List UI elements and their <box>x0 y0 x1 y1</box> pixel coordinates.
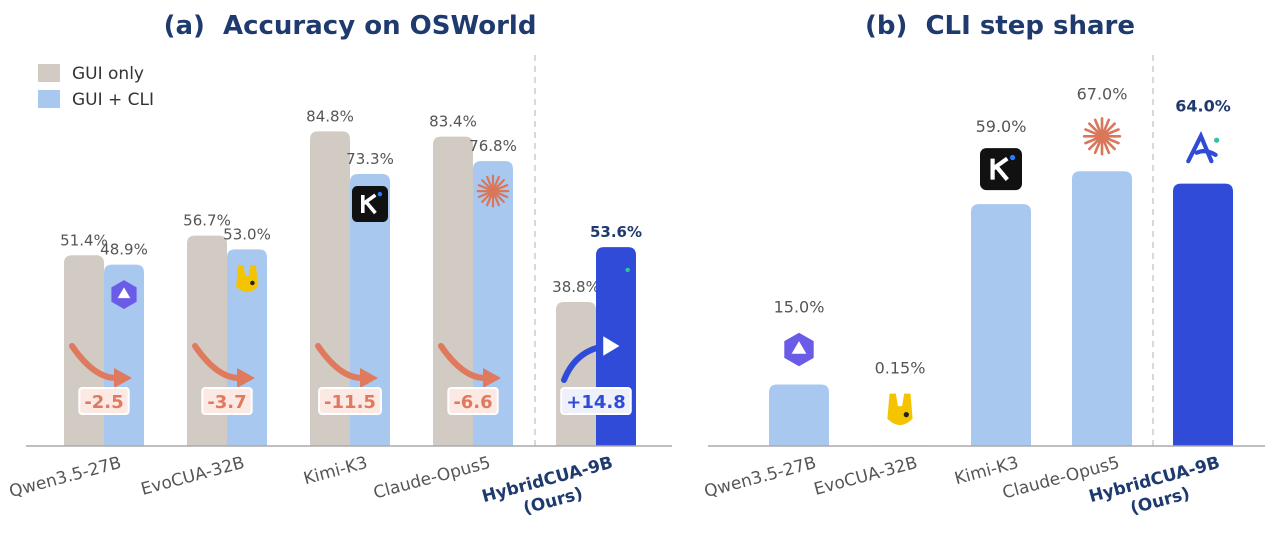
arrow-head <box>600 331 625 361</box>
annotation-box <box>447 387 499 415</box>
arrow-head <box>237 368 255 388</box>
annotation: -2.5 <box>84 392 123 413</box>
trend-arrow <box>438 343 488 381</box>
logo-icon <box>476 174 510 208</box>
value-label: 64.0% <box>1175 97 1231 116</box>
logo-shape <box>1009 154 1016 161</box>
value-label: 67.0% <box>1077 84 1128 103</box>
logo-icon <box>352 186 388 223</box>
arrow-head <box>483 368 501 388</box>
value-label: 53.0% <box>223 225 271 243</box>
legend-swatch <box>38 90 60 108</box>
logo-shape <box>791 341 807 354</box>
bar <box>769 384 829 446</box>
bar <box>1173 183 1233 446</box>
value-label: 56.7% <box>183 212 231 230</box>
bar <box>1072 171 1132 447</box>
logo-shape <box>625 267 630 273</box>
value-label: 48.9% <box>100 241 148 259</box>
value-label: 53.6% <box>590 223 642 241</box>
value-label: 0.15% <box>875 358 926 377</box>
logo-shape <box>477 184 509 199</box>
logo-icon <box>601 262 630 290</box>
logo-shape <box>1084 128 1120 145</box>
annotation: -11.5 <box>324 392 376 413</box>
bar <box>64 255 104 446</box>
value-label: 83.4% <box>429 113 477 131</box>
value-label: 15.0% <box>774 298 825 317</box>
value-label: 51.4% <box>60 231 108 249</box>
logo-shape <box>1186 130 1218 164</box>
value-label: 76.8% <box>469 137 517 155</box>
legend-label: GUI only <box>72 64 144 84</box>
logo-shape <box>990 156 1009 181</box>
logo-shape <box>360 193 377 215</box>
arrow-head <box>114 368 132 388</box>
logo-shape <box>601 262 629 290</box>
annotation-box <box>560 387 632 415</box>
value-label: 73.3% <box>346 150 394 168</box>
annotation-box <box>318 387 382 415</box>
logo-icon <box>1082 117 1122 156</box>
logo-shape <box>887 393 913 426</box>
logo-icon <box>887 393 913 426</box>
trend-arrow <box>69 343 119 381</box>
logo-shape <box>903 411 909 418</box>
logo-icon <box>980 148 1022 191</box>
trend-arrow <box>192 343 242 381</box>
annotation: +14.8 <box>566 392 626 413</box>
chart-title: (a) Accuracy on OSWorld <box>164 11 537 41</box>
annotation-box <box>201 387 253 415</box>
value-label: 84.8% <box>306 107 354 125</box>
annotation: -6.6 <box>453 392 492 413</box>
bar <box>556 302 596 446</box>
annotation-box <box>78 387 130 415</box>
logo-shape <box>250 280 255 286</box>
logo-icon <box>111 280 137 309</box>
logo-icon <box>236 264 258 292</box>
logo-shape <box>1214 137 1220 143</box>
value-label: 38.8% <box>552 278 600 296</box>
logo-icon <box>784 332 814 367</box>
chart-title: (b) CLI step share <box>865 11 1135 41</box>
annotation: -3.7 <box>207 392 246 413</box>
logo-shape <box>117 287 131 299</box>
logo-shape <box>377 191 383 197</box>
arrow-head <box>360 368 378 388</box>
legend-swatch <box>38 64 60 82</box>
legend-label: GUI + CLI <box>72 90 154 110</box>
bar <box>971 204 1031 446</box>
value-label: 59.0% <box>976 117 1027 136</box>
trend-arrow <box>315 343 365 381</box>
logo-icon <box>1186 130 1220 164</box>
logo-shape <box>236 264 258 292</box>
